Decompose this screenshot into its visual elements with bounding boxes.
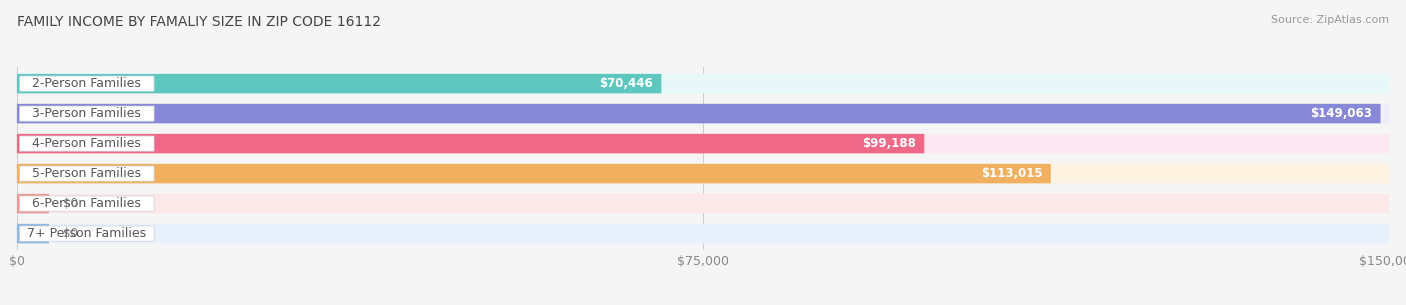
FancyBboxPatch shape: [20, 226, 155, 241]
FancyBboxPatch shape: [17, 134, 1389, 153]
FancyBboxPatch shape: [17, 194, 1389, 213]
FancyBboxPatch shape: [17, 104, 1381, 123]
Text: $0: $0: [63, 227, 77, 240]
Text: $113,015: $113,015: [981, 167, 1042, 180]
Text: FAMILY INCOME BY FAMALIY SIZE IN ZIP CODE 16112: FAMILY INCOME BY FAMALIY SIZE IN ZIP COD…: [17, 15, 381, 29]
Text: 7+ Person Families: 7+ Person Families: [27, 227, 146, 240]
FancyBboxPatch shape: [20, 196, 155, 211]
FancyBboxPatch shape: [20, 76, 155, 91]
Text: $99,188: $99,188: [862, 137, 917, 150]
Text: 2-Person Families: 2-Person Families: [32, 77, 141, 90]
FancyBboxPatch shape: [20, 136, 155, 151]
FancyBboxPatch shape: [17, 164, 1389, 183]
Text: Source: ZipAtlas.com: Source: ZipAtlas.com: [1271, 15, 1389, 25]
Text: 3-Person Families: 3-Person Families: [32, 107, 141, 120]
FancyBboxPatch shape: [17, 224, 49, 243]
FancyBboxPatch shape: [20, 106, 155, 121]
Text: $70,446: $70,446: [599, 77, 654, 90]
FancyBboxPatch shape: [17, 134, 924, 153]
FancyBboxPatch shape: [17, 74, 661, 93]
Text: $0: $0: [63, 197, 77, 210]
Text: 5-Person Families: 5-Person Families: [32, 167, 142, 180]
FancyBboxPatch shape: [17, 224, 1389, 243]
Text: 6-Person Families: 6-Person Families: [32, 197, 141, 210]
FancyBboxPatch shape: [17, 164, 1050, 183]
FancyBboxPatch shape: [17, 74, 1389, 93]
FancyBboxPatch shape: [17, 194, 49, 213]
Text: 4-Person Families: 4-Person Families: [32, 137, 141, 150]
Text: $149,063: $149,063: [1310, 107, 1372, 120]
FancyBboxPatch shape: [17, 104, 1389, 123]
FancyBboxPatch shape: [20, 166, 155, 181]
